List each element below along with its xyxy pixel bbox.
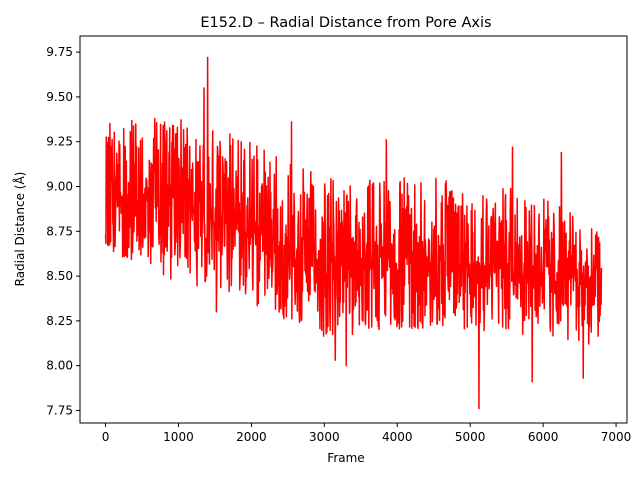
- x-axis-label: Frame: [327, 451, 364, 465]
- x-tick-label: 2000: [236, 430, 267, 444]
- y-axis-label: Radial Distance (Å): [12, 172, 27, 287]
- series-line: [104, 56, 603, 410]
- y-tick-label: 8.25: [46, 314, 73, 328]
- y-tick-label: 8.50: [46, 269, 73, 283]
- y-tick-label: 9.00: [46, 180, 73, 194]
- x-tick-label: 5000: [455, 430, 486, 444]
- y-tick-label: 8.00: [46, 359, 73, 373]
- x-tick-label: 3000: [309, 430, 340, 444]
- y-tick-label: 9.75: [46, 45, 73, 59]
- x-tick-label: 6000: [528, 430, 559, 444]
- x-tick-label: 7000: [601, 430, 632, 444]
- chart-title: E152.D – Radial Distance from Pore Axis: [200, 15, 491, 31]
- x-tick-label: 0: [102, 430, 110, 444]
- x-tick-label: 1000: [163, 430, 194, 444]
- plot-area: [104, 56, 603, 410]
- y-tick-label: 9.25: [46, 135, 73, 149]
- x-axis: 0 1000 2000 3000 4000 5000 6000 7000: [102, 423, 632, 444]
- x-tick-label: 4000: [382, 430, 413, 444]
- y-tick-label: 7.75: [46, 403, 73, 417]
- y-tick-label: 8.75: [46, 224, 73, 238]
- plot-frame: [79, 35, 628, 424]
- y-tick-label: 9.50: [46, 90, 73, 104]
- y-axis: 7.75 8.00 8.25 8.50 8.75 9.00 9.25 9.50 9.75: [46, 45, 80, 417]
